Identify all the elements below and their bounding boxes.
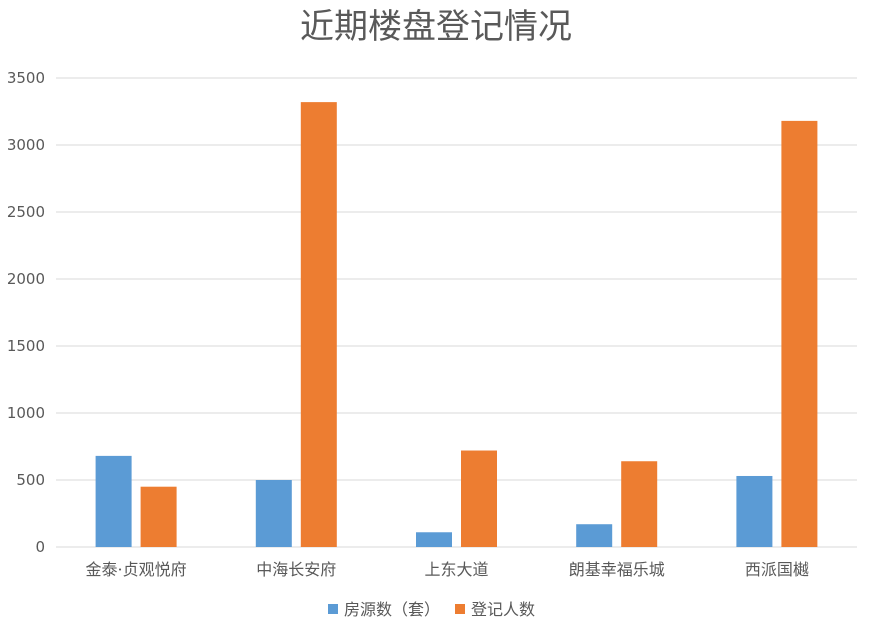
x-category-label: 西派国樾 [745,560,809,579]
bars [95,102,818,548]
x-category-label: 金泰·贞观悦府 [86,560,187,579]
x-category-label: 上东大道 [424,560,488,579]
y-tick-label: 3000 [7,136,45,154]
bar-house-count [736,475,773,547]
bar-registrants [781,120,818,547]
y-tick-label: 2000 [7,270,45,288]
bar-registrants [300,102,337,548]
bar-registrants [621,461,658,547]
bar-house-count [255,480,292,547]
y-tick-label: 2500 [7,203,45,221]
legend: 房源数（套） 登记人数 [328,600,535,619]
legend-label-registrants: 登记人数 [471,600,535,619]
chart-title: 近期楼盘登记情况 [300,7,572,47]
y-axis-ticks: 0 500 1000 1500 2000 2500 3000 3500 [7,69,45,556]
legend-swatch-house-count [328,604,338,614]
y-tick-label: 500 [16,471,45,489]
bar-registrants [140,486,177,547]
y-tick-label: 3500 [7,69,45,87]
gridlines [56,77,857,548]
x-category-label: 中海长安府 [256,560,336,579]
legend-swatch-registrants [455,604,465,614]
bar-house-count [576,524,613,547]
bar-house-count [416,532,452,547]
x-axis-categories: 金泰·贞观悦府 中海长安府 上东大道 朗基幸福乐城 西派国樾 [86,560,809,579]
bar-registrants [461,450,497,547]
x-category-label: 朗基幸福乐城 [569,560,665,579]
y-tick-label: 1500 [7,337,45,355]
legend-label-house-count: 房源数（套） [344,600,440,619]
bar-house-count [95,455,132,547]
y-tick-label: 0 [35,538,45,556]
y-tick-label: 1000 [7,404,45,422]
